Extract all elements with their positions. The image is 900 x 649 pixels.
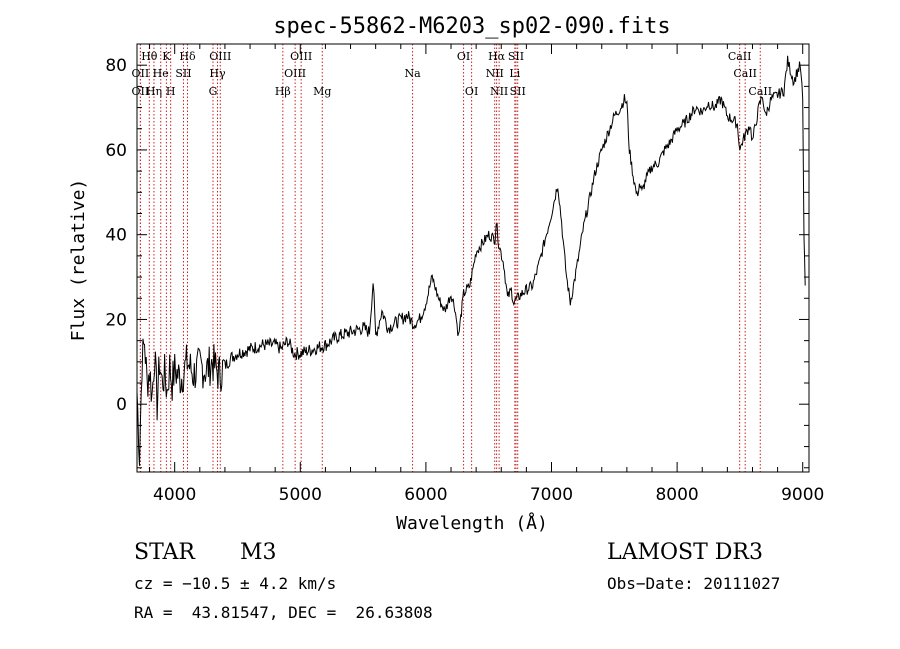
line-label-0: Hθ <box>141 50 158 63</box>
y-axis-label: Flux (relative) <box>68 179 89 342</box>
line-label-25: CaII <box>728 50 752 63</box>
observation-date: Obs−Date: 20111027 <box>607 574 781 593</box>
line-label-19: Hα <box>488 50 506 63</box>
line-label-3: Hη <box>146 85 162 98</box>
line-label-5: K <box>162 50 171 63</box>
emission-line-markers <box>139 44 761 472</box>
line-label-12: Hβ <box>275 85 291 98</box>
survey-name: LAMOST DR3 <box>607 540 763 565</box>
object-type: STAR <box>134 540 195 565</box>
line-label-7: H <box>166 85 176 98</box>
line-label-8: Hδ <box>179 50 196 63</box>
spectrum-line <box>136 55 806 466</box>
plot-frame <box>136 43 810 473</box>
x-axis-label: Wavelength (Å) <box>396 512 548 534</box>
line-label-9: OIII <box>209 50 231 63</box>
line-label-11: G <box>209 85 218 98</box>
line-label-26: CaII <box>733 67 757 80</box>
x-tick-label-5: 9000 <box>781 485 824 505</box>
y-tick-label-0: 0 <box>116 395 127 415</box>
line-label-17: OI <box>457 50 470 63</box>
line-label-6: SII <box>175 67 191 80</box>
x-tick-label-2: 6000 <box>404 485 447 505</box>
line-label-2: OII <box>132 85 150 98</box>
x-tick-label-4: 8000 <box>655 485 698 505</box>
line-label-4: He <box>153 67 169 80</box>
line-label-13: OIII <box>290 50 312 63</box>
line-label-20: NII <box>486 67 504 80</box>
line-label-27: CaII <box>748 85 772 98</box>
line-label-16: Na <box>404 67 421 80</box>
line-label-1: OII <box>132 67 150 80</box>
y-tick-label-3: 60 <box>105 141 127 161</box>
line-label-23: Li <box>509 67 520 80</box>
chart-title: spec-55862-M6203_sp02-090.fits <box>273 14 670 39</box>
line-label-24: SII <box>510 85 526 98</box>
line-label-14: OIII <box>284 67 306 80</box>
axis-ticks: 4000 5000 6000 7000 8000 9000 0 20 40 60 80 <box>105 43 824 505</box>
line-label-18: OI <box>465 85 478 98</box>
redshift-velocity: cz = −10.5 ± 4.2 km/s <box>134 574 337 593</box>
y-tick-label-1: 20 <box>105 310 127 330</box>
y-tick-label-2: 40 <box>105 226 127 246</box>
x-tick-label-0: 4000 <box>153 485 196 505</box>
line-label-21: NII <box>490 85 508 98</box>
x-tick-label-3: 7000 <box>530 485 573 505</box>
spectrum-chart: spec-55862-M6203_sp02-090.fits HθOIIOIIH… <box>68 14 824 534</box>
line-label-10: Hγ <box>209 67 226 80</box>
y-tick-label-4: 80 <box>105 56 127 76</box>
coordinates: RA = 43.81547, DEC = 26.63808 <box>134 603 433 622</box>
spectral-subclass: M3 <box>240 540 277 565</box>
line-label-22: SII <box>508 50 524 63</box>
x-tick-label-1: 5000 <box>279 485 322 505</box>
line-label-15: Mg <box>313 85 331 98</box>
